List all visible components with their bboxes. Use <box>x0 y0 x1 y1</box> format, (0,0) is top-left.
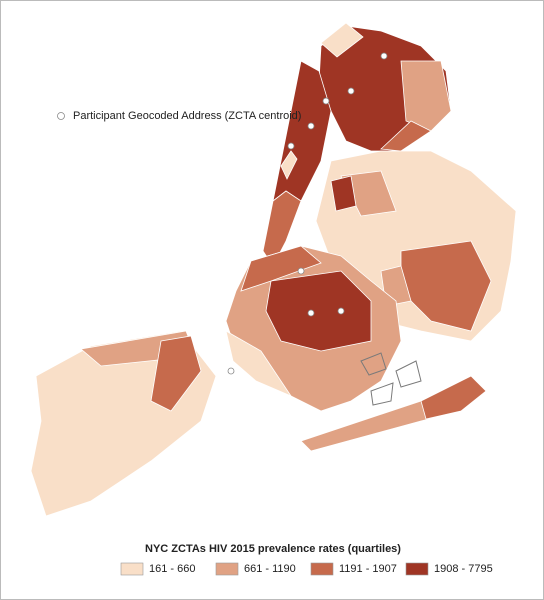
points-legend-symbol <box>57 112 65 120</box>
point <box>307 309 315 317</box>
point <box>322 97 330 105</box>
region <box>225 330 293 397</box>
participant-points <box>227 52 388 375</box>
legend: 161 - 660 661 - 1190 1191 - 1907 1908 - 779… <box>120 562 493 576</box>
legend-swatch <box>405 562 429 576</box>
region <box>320 22 364 58</box>
legend-label: 161 - 660 <box>149 563 195 575</box>
region <box>272 60 332 202</box>
island <box>370 382 394 406</box>
islands <box>360 352 422 406</box>
region <box>150 335 202 412</box>
region <box>265 270 372 352</box>
points-legend-label: Participant Geocoded Address (ZCTA centr… <box>73 110 301 122</box>
region <box>240 245 322 292</box>
point <box>287 142 295 150</box>
point <box>347 87 355 95</box>
legend-swatch <box>215 562 239 576</box>
region <box>262 190 302 267</box>
island <box>360 352 387 376</box>
point <box>337 307 345 315</box>
point <box>227 367 235 375</box>
legend-label: 1908 - 7795 <box>434 563 493 575</box>
legend-label: 1191 - 1907 <box>339 563 397 575</box>
zcta-regions <box>30 22 517 517</box>
region <box>420 375 487 420</box>
legend-swatch <box>310 562 334 576</box>
point <box>380 52 388 60</box>
legend-swatch <box>120 562 144 576</box>
region <box>330 175 357 212</box>
legend-title: NYC ZCTAs HIV 2015 prevalence rates (qua… <box>145 543 401 555</box>
legend-label: 661 - 1190 <box>244 563 296 575</box>
point <box>297 267 305 275</box>
point <box>307 122 315 130</box>
island <box>395 360 422 388</box>
region <box>400 60 452 132</box>
region <box>280 150 298 180</box>
